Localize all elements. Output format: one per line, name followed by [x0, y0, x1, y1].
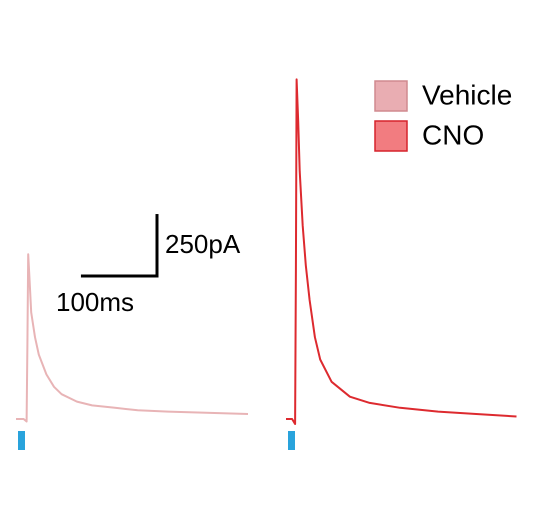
legend-swatch — [374, 120, 408, 152]
trace — [286, 78, 517, 425]
legend-label: CNO — [422, 119, 484, 150]
legend-label: Vehicle — [422, 79, 512, 110]
scale-bar-x-label: 100ms — [56, 287, 134, 317]
scale-bar-y-label: 250pA — [165, 229, 241, 259]
legend-swatch — [374, 80, 408, 112]
stimulus — [18, 431, 25, 450]
stimulus — [288, 431, 295, 450]
trace — [16, 253, 249, 423]
